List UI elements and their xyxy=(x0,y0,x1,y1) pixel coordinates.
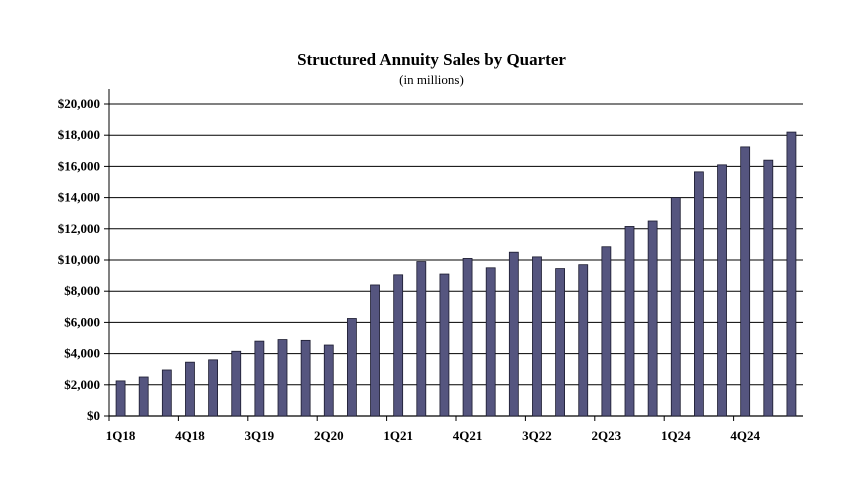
y-tick-label: $4,000 xyxy=(64,346,100,361)
bar xyxy=(462,258,473,417)
bar xyxy=(740,146,751,417)
x-tick-label: 4Q24 xyxy=(730,428,760,443)
x-tick-label: 2Q20 xyxy=(314,428,344,443)
bar xyxy=(323,344,334,417)
bar xyxy=(416,261,427,417)
bar xyxy=(300,339,311,417)
bar xyxy=(393,274,404,417)
chart-title: Structured Annuity Sales by Quarter xyxy=(297,50,566,69)
y-tick-label: $2,000 xyxy=(64,377,100,392)
x-tick-label: 3Q22 xyxy=(522,428,552,443)
bar xyxy=(346,318,357,417)
y-tick-label: $6,000 xyxy=(64,314,100,329)
bar xyxy=(277,339,288,417)
x-tick-label: 1Q18 xyxy=(106,428,136,443)
y-tick-label: $16,000 xyxy=(58,158,100,173)
bar xyxy=(532,256,542,417)
bar xyxy=(439,273,450,417)
bar xyxy=(138,376,149,417)
bar xyxy=(624,226,635,417)
bar xyxy=(601,246,612,417)
x-tick-label: 4Q21 xyxy=(453,428,483,443)
bar xyxy=(786,131,797,417)
bar xyxy=(208,359,219,417)
x-tick-label: 3Q19 xyxy=(245,428,275,443)
bar xyxy=(485,267,496,417)
bar xyxy=(717,164,727,417)
x-tick-label: 4Q18 xyxy=(175,428,205,443)
bar xyxy=(647,220,658,417)
bar xyxy=(670,197,681,417)
bar xyxy=(231,350,242,417)
bar xyxy=(161,369,172,417)
bar xyxy=(694,171,704,417)
bar xyxy=(254,340,265,417)
x-tick-label: 1Q21 xyxy=(383,428,413,443)
bar xyxy=(578,264,589,417)
y-tick-label: $12,000 xyxy=(58,221,100,236)
x-tick-label: 2Q23 xyxy=(592,428,622,443)
bar xyxy=(370,284,380,417)
y-tick-label: $20,000 xyxy=(58,96,100,111)
chart-subtitle: (in millions) xyxy=(399,72,464,87)
y-tick-label: $0 xyxy=(87,408,100,423)
bar xyxy=(185,361,195,417)
bar xyxy=(115,380,126,417)
x-tick-label: 1Q24 xyxy=(661,428,691,443)
y-tick-label: $10,000 xyxy=(58,252,100,267)
y-tick-label: $8,000 xyxy=(64,283,100,298)
y-tick-label: $14,000 xyxy=(58,190,100,205)
bar xyxy=(555,268,565,417)
bar xyxy=(508,251,519,417)
bar xyxy=(763,159,774,417)
y-tick-label: $18,000 xyxy=(58,127,100,142)
